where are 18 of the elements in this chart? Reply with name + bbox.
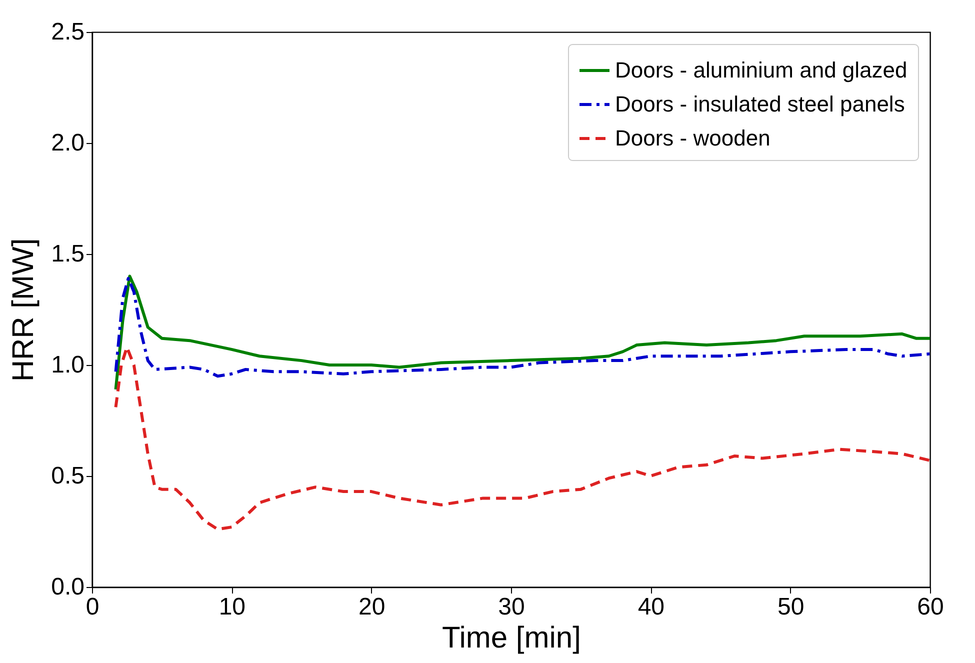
y-tick-label: 0.5	[51, 462, 84, 490]
y-tick-label: 1.5	[51, 240, 84, 268]
y-axis-title: HRR [MW]	[7, 238, 40, 382]
x-tick-label: 10	[218, 594, 246, 620]
y-tick-label: 0.0	[51, 574, 84, 600]
legend-label: Doors - aluminium and glazed	[615, 58, 908, 82]
x-tick-label: 0	[86, 594, 100, 620]
x-tick-label: 20	[358, 594, 386, 620]
x-tick-label: 30	[498, 594, 525, 620]
x-tick-label: 40	[638, 594, 665, 620]
y-tick-label: 2.5	[51, 18, 84, 46]
y-tick-label: 2.0	[51, 130, 84, 156]
x-tick-label: 50	[777, 594, 804, 620]
x-axis-title: Time [min]	[442, 622, 581, 654]
x-tick-label: 60	[917, 594, 944, 620]
legend-label: Doors - insulated steel panels	[615, 92, 905, 116]
y-tick-label: 1.0	[51, 352, 84, 378]
legend-label: Doors - wooden	[615, 126, 770, 150]
